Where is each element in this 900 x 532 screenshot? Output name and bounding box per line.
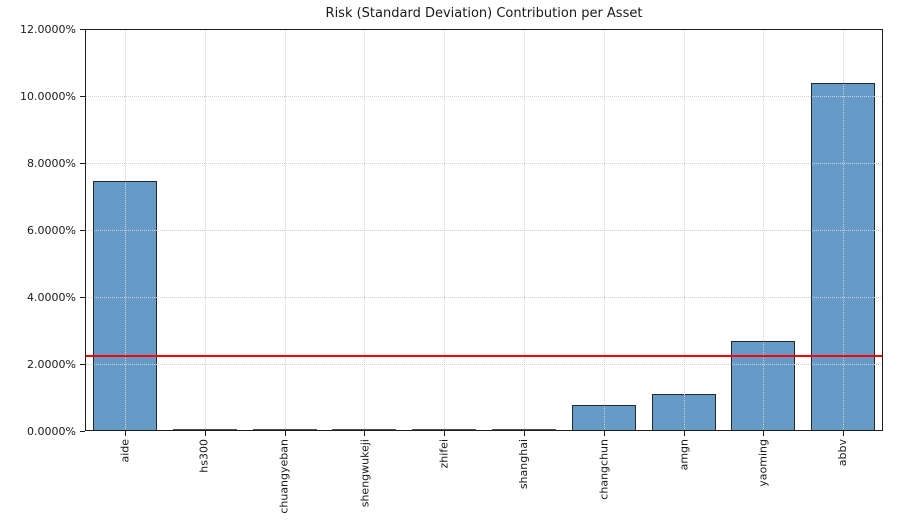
y-tick-mark (80, 29, 85, 30)
x-gridline (364, 29, 366, 431)
zero-height-bar (491, 429, 556, 431)
x-gridline (204, 29, 206, 431)
bar (92, 181, 157, 431)
bar (651, 394, 716, 431)
mean-reference-line (85, 354, 883, 357)
x-tick-mark (364, 431, 366, 436)
y-gridline (85, 96, 883, 97)
y-tick-label: 8.0000% (27, 156, 76, 170)
y-tick-mark (80, 163, 85, 164)
y-tick-mark (80, 364, 85, 365)
x-tick-mark (763, 431, 765, 436)
zero-height-bar (412, 429, 477, 431)
x-tick-mark (204, 431, 206, 436)
y-tick-label: 6.0000% (27, 223, 76, 237)
x-tick-mark (843, 431, 845, 436)
y-tick-mark (80, 230, 85, 231)
x-tick-mark (523, 431, 525, 436)
chart-title: Risk (Standard Deviation) Contribution p… (325, 6, 643, 21)
y-tick-label: 12.0000% (20, 22, 76, 36)
x-gridline (603, 29, 605, 431)
x-tick-mark (124, 431, 126, 436)
zero-height-bar (172, 429, 237, 431)
bar (811, 82, 876, 431)
y-tick-mark (80, 96, 85, 97)
y-gridline (85, 297, 883, 298)
y-tick-mark (80, 431, 85, 432)
bar (571, 404, 636, 431)
x-gridline (444, 29, 446, 431)
y-tick-label: 0.0000% (27, 424, 76, 438)
x-gridline (284, 29, 286, 431)
x-gridline (523, 29, 525, 431)
y-tick-mark (80, 297, 85, 298)
x-gridline (683, 29, 685, 431)
x-tick-mark (444, 431, 446, 436)
y-tick-label: 4.0000% (27, 290, 76, 304)
y-gridline (85, 163, 883, 164)
y-tick-label: 10.0000% (20, 89, 76, 103)
zero-height-bar (252, 429, 317, 431)
y-gridline (85, 230, 883, 231)
zero-height-bar (332, 429, 397, 431)
x-tick-mark (284, 431, 286, 436)
y-tick-label: 2.0000% (27, 357, 76, 371)
x-tick-mark (683, 431, 685, 436)
x-tick-mark (603, 431, 605, 436)
